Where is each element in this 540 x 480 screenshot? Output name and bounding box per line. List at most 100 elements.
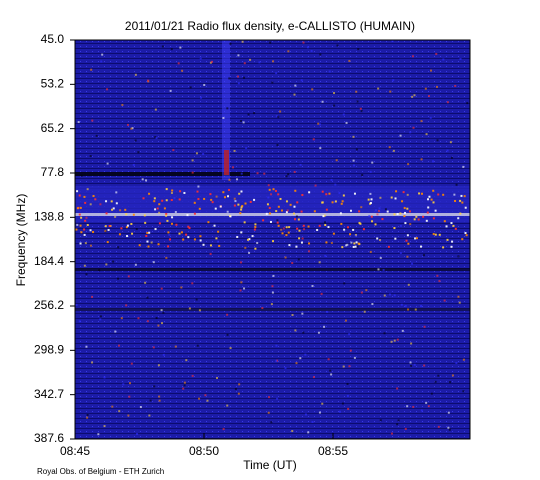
speckle [272, 274, 275, 277]
speckle [327, 358, 330, 361]
speckle [112, 207, 115, 210]
speckle [199, 239, 202, 242]
speckle [300, 79, 303, 82]
speckle [275, 360, 278, 363]
speckle [382, 268, 385, 271]
speckle [166, 219, 169, 222]
speckle [295, 215, 298, 218]
speckle [287, 50, 290, 53]
speckle [311, 420, 314, 423]
speckle [291, 261, 294, 264]
speckle [103, 425, 106, 428]
speckle [86, 413, 89, 416]
speckle [119, 209, 122, 212]
speckle [429, 116, 432, 119]
speckle [353, 242, 356, 245]
speckle [288, 226, 291, 229]
speckle [304, 353, 307, 356]
speckle [402, 191, 405, 194]
speckle [168, 238, 171, 241]
speckle [297, 218, 300, 221]
speckle [244, 202, 247, 205]
dark-band [75, 172, 250, 176]
speckle [348, 333, 351, 336]
speckle [263, 172, 266, 175]
speckle [358, 210, 361, 213]
speckle [97, 433, 100, 436]
speckle [436, 85, 439, 88]
speckle [349, 349, 352, 352]
speckle [392, 149, 395, 152]
speckle [324, 224, 327, 227]
speckle [162, 353, 165, 356]
speckle [308, 242, 311, 245]
speckle [434, 209, 437, 212]
speckle [268, 188, 271, 191]
speckle [427, 198, 430, 201]
speckle [227, 195, 230, 198]
speckle [340, 202, 343, 205]
speckle [367, 198, 370, 201]
speckle [148, 192, 151, 195]
speckle [459, 212, 462, 215]
speckle [146, 296, 149, 299]
speckle [280, 209, 283, 212]
bright-line [75, 213, 470, 216]
speckle [352, 228, 355, 231]
speckle [425, 219, 428, 222]
speckle [442, 246, 445, 249]
speckle [297, 258, 300, 261]
speckle [79, 206, 82, 209]
speckle [417, 218, 420, 221]
speckle [329, 369, 332, 372]
speckle [249, 200, 252, 203]
speckle [247, 238, 250, 241]
speckle [425, 401, 428, 404]
speckle [404, 427, 407, 430]
speckle [275, 344, 278, 347]
speckle [306, 46, 309, 49]
speckle [353, 192, 356, 195]
speckle [430, 198, 433, 201]
speckle [451, 240, 454, 243]
speckle [210, 198, 213, 201]
speckle [142, 197, 145, 200]
speckle [160, 322, 163, 325]
speckle [459, 58, 462, 61]
speckle [126, 224, 129, 227]
speckle [312, 138, 315, 141]
speckle [91, 295, 94, 298]
speckle [154, 136, 157, 139]
speckle [399, 212, 402, 215]
speckle [450, 245, 453, 248]
speckle [349, 233, 352, 236]
burst [222, 40, 230, 180]
speckle [407, 283, 410, 286]
speckle [302, 331, 305, 334]
speckle [76, 223, 79, 226]
speckle [299, 357, 302, 360]
speckle [219, 205, 222, 208]
speckle [183, 381, 186, 384]
speckle [268, 212, 271, 215]
speckle [420, 158, 423, 161]
speckle [236, 235, 239, 238]
y-tick-label: 298.9 [34, 343, 64, 357]
speckle [461, 238, 464, 241]
speckle [107, 228, 110, 231]
speckle [396, 213, 399, 216]
speckle [396, 387, 399, 390]
speckle [360, 291, 363, 294]
speckle [144, 281, 147, 284]
speckle [325, 193, 328, 196]
speckle [89, 155, 92, 158]
speckle [85, 345, 88, 348]
speckle [226, 313, 229, 316]
speckle [189, 86, 192, 89]
speckle [188, 307, 191, 310]
speckle [376, 237, 379, 240]
speckle [285, 211, 288, 214]
speckle [126, 123, 129, 126]
speckle [371, 303, 374, 306]
speckle [248, 238, 251, 241]
